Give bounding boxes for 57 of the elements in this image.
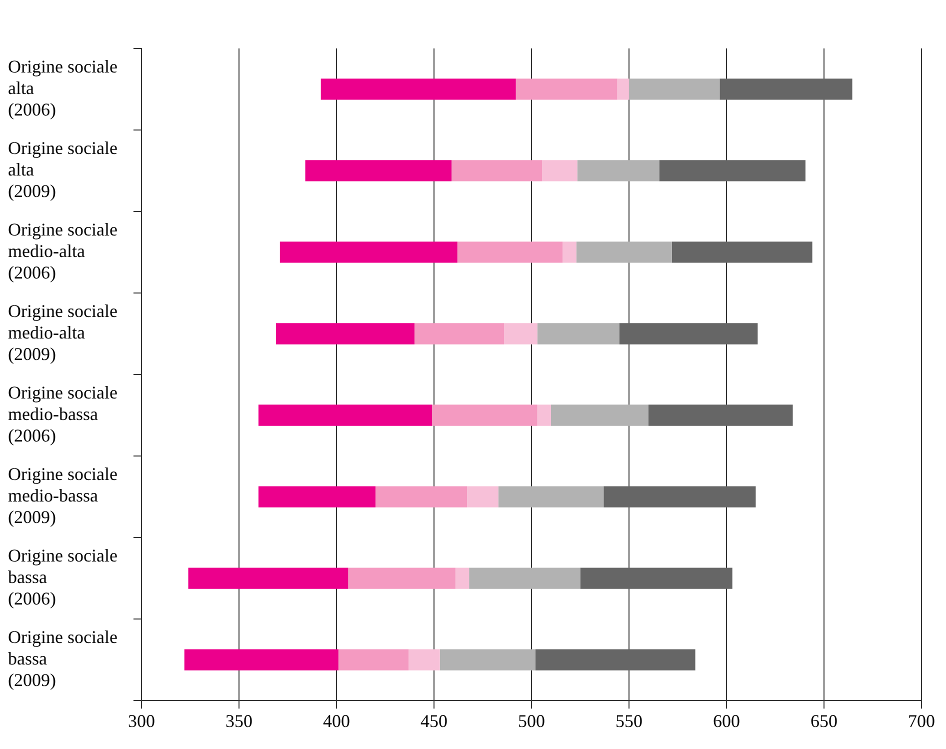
bar <box>535 649 696 670</box>
y-tick-label: Origine sociale medio-alta (2006) <box>8 219 118 283</box>
bar <box>440 649 536 670</box>
bar <box>604 486 756 508</box>
x-tick-label: 450 <box>420 711 448 732</box>
y-tick-label: Origine sociale bassa (2009) <box>8 626 118 690</box>
bar <box>516 78 618 100</box>
bar <box>375 486 468 508</box>
bar <box>498 486 604 508</box>
bar <box>628 78 720 100</box>
bar <box>432 404 538 426</box>
y-tick-label: Origine sociale bassa (2006) <box>8 545 118 609</box>
bar <box>619 323 758 344</box>
bar <box>537 323 620 344</box>
bar <box>258 486 376 508</box>
bar <box>408 649 440 670</box>
bar <box>648 404 793 426</box>
bar <box>550 404 648 426</box>
bar <box>280 242 458 263</box>
bar <box>348 568 456 589</box>
x-tick-label: 300 <box>128 711 155 732</box>
x-tick-label: 600 <box>712 711 740 732</box>
bar <box>720 78 852 100</box>
bar <box>455 568 470 589</box>
bar <box>320 78 516 100</box>
bar <box>672 242 812 263</box>
bar <box>542 160 578 182</box>
x-tick-label: 350 <box>225 711 252 732</box>
y-tick-label: Origine sociale alta (2006) <box>8 56 118 120</box>
bar <box>580 568 732 589</box>
bar <box>188 568 348 589</box>
y-tick-label: Origine sociale alta (2009) <box>8 138 118 202</box>
y-tick-label: Origine sociale medio-bassa (2006) <box>8 382 118 446</box>
bar <box>577 160 660 182</box>
bar <box>338 649 409 670</box>
bar <box>452 160 542 182</box>
x-tick-label: 400 <box>322 711 350 732</box>
y-tick-label: Origine sociale medio-alta (2009) <box>8 300 118 364</box>
x-tick-label: 700 <box>908 711 935 732</box>
bar <box>576 242 672 263</box>
bar <box>305 160 452 182</box>
bar <box>537 404 551 426</box>
bar <box>469 568 580 589</box>
bar <box>617 78 629 100</box>
x-tick-label: 500 <box>518 711 545 732</box>
bar <box>184 649 338 670</box>
x-tick-label: 550 <box>615 711 642 732</box>
x-tick-label: 650 <box>810 711 838 732</box>
bar <box>504 323 538 344</box>
y-tick-label: Origine sociale medio-bassa (2009) <box>8 464 118 528</box>
bar <box>562 242 576 263</box>
bar <box>414 323 504 344</box>
bar <box>457 242 563 263</box>
bar <box>659 160 806 182</box>
bar <box>276 323 414 344</box>
bar <box>467 486 498 508</box>
bar <box>258 404 432 426</box>
